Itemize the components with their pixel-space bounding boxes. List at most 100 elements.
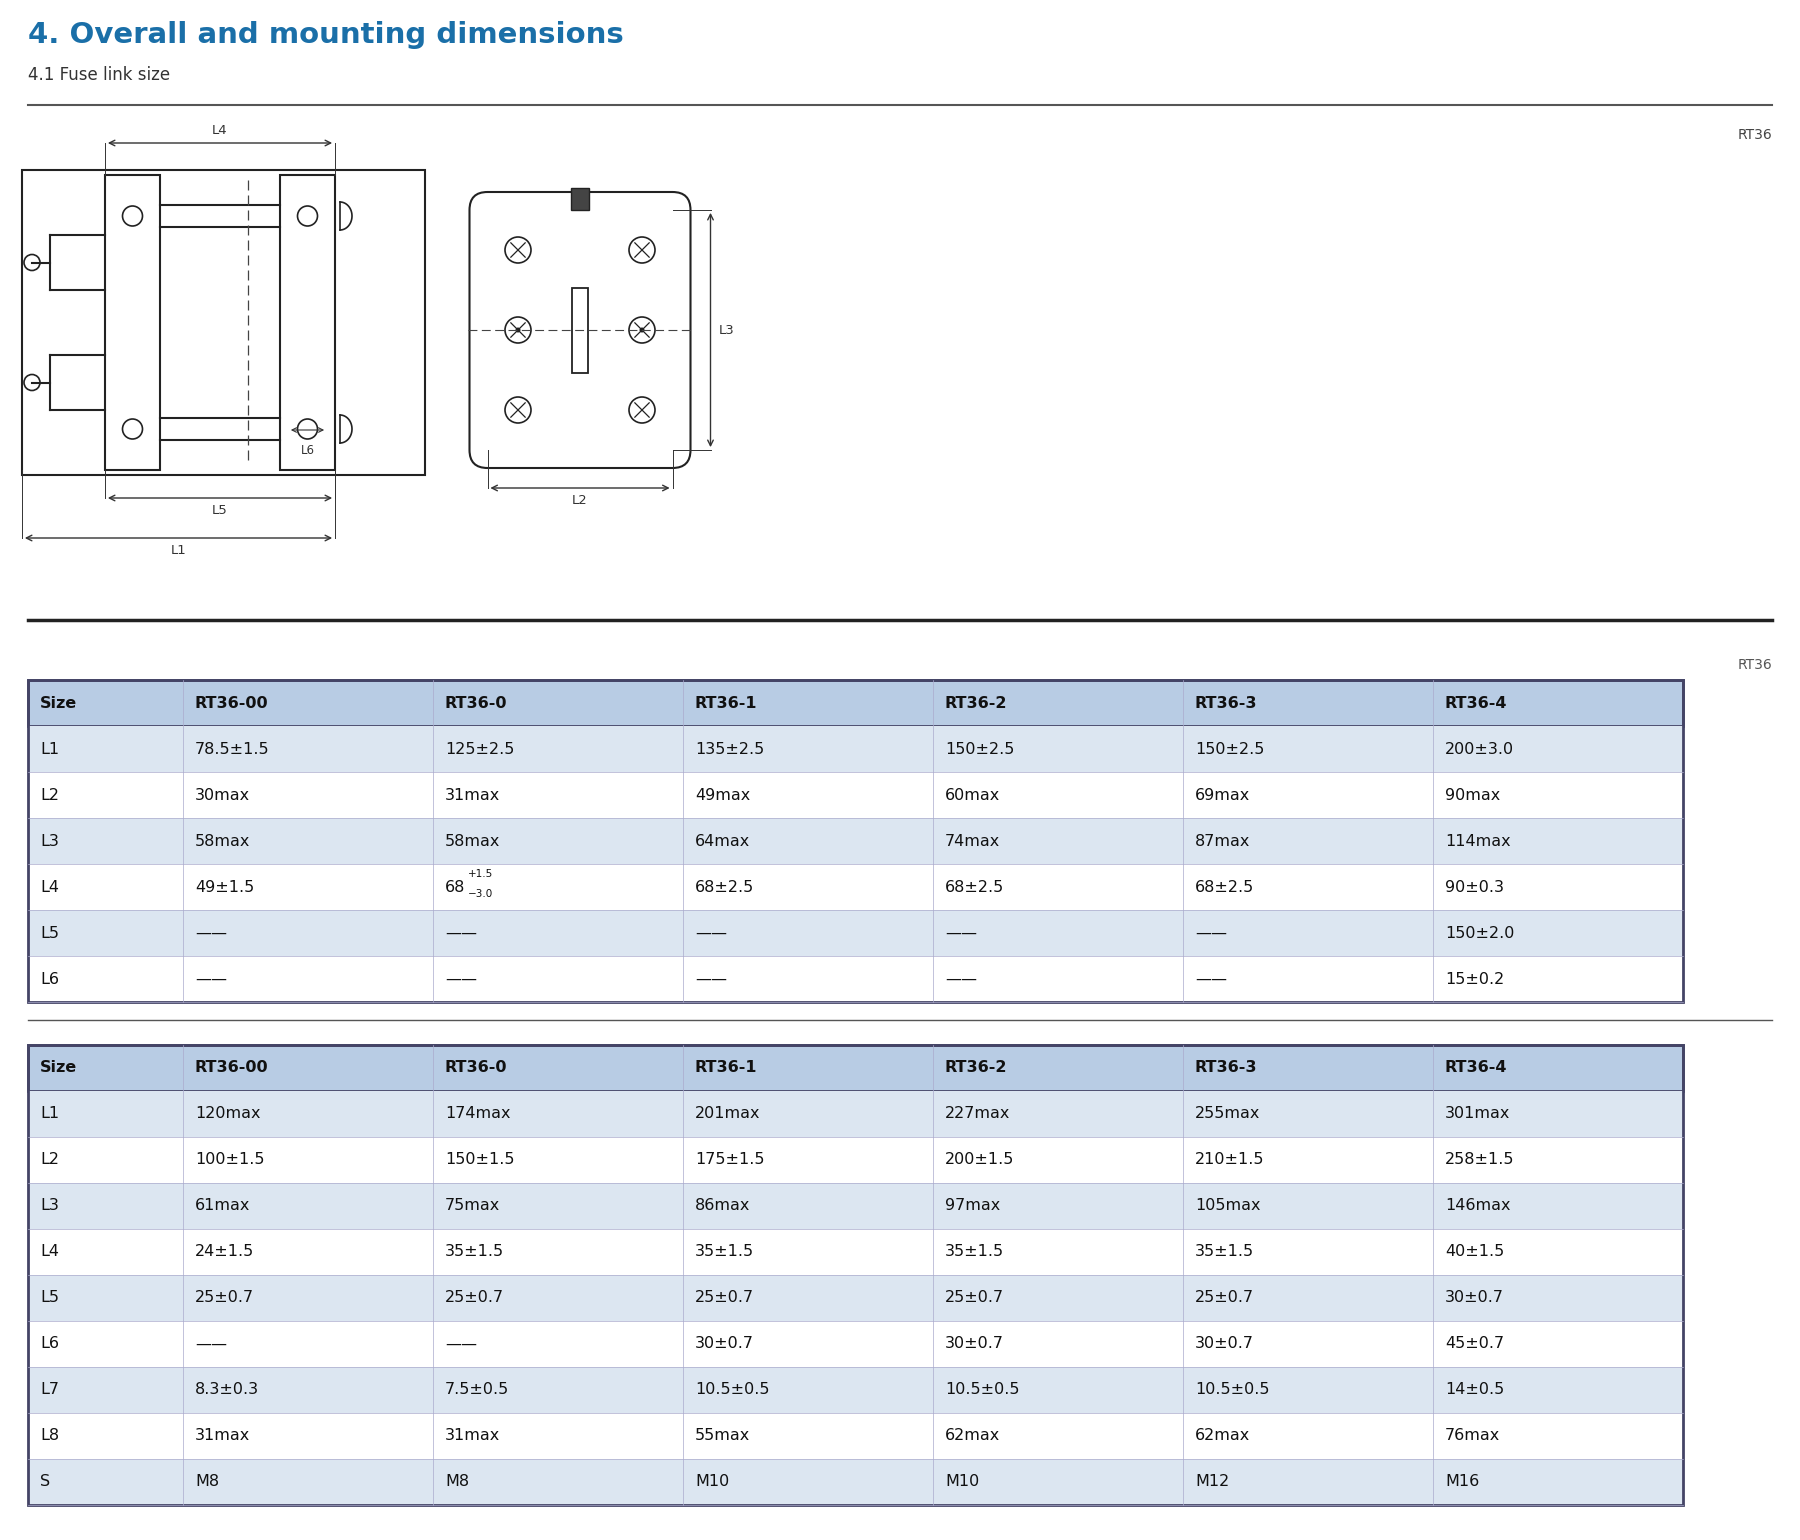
Text: ——: —— [1195,972,1228,987]
Text: L1: L1 [40,741,59,756]
Bar [1433,681,1683,725]
Text: 14±0.5: 14±0.5 [1445,1383,1505,1397]
Bar [29,1046,184,1090]
Text: ——: —— [695,926,727,941]
Text: 100±1.5: 100±1.5 [194,1152,265,1167]
Text: 210±1.5: 210±1.5 [1195,1152,1264,1167]
Bar [184,1368,434,1414]
Text: ——: —— [445,972,477,987]
Bar [682,1414,932,1458]
Bar [1433,1229,1683,1275]
Bar [184,1183,434,1229]
Text: RT36-3: RT36-3 [1195,696,1258,710]
Text: 200±1.5: 200±1.5 [945,1152,1015,1167]
Text: 105max: 105max [1195,1198,1260,1214]
Bar [22,169,425,474]
Text: Size: Size [40,696,77,710]
Text: L3: L3 [40,1198,59,1214]
Text: ——: —— [194,1337,227,1352]
Bar [932,1368,1183,1414]
Text: M8: M8 [194,1474,220,1489]
Text: 25±0.7: 25±0.7 [695,1291,754,1306]
Text: 78.5±1.5: 78.5±1.5 [194,741,270,756]
Bar [1183,772,1433,818]
Text: 68: 68 [445,881,466,895]
Text: ——: —— [445,926,477,941]
Bar [434,1414,682,1458]
Bar [434,681,682,725]
Bar [1433,1137,1683,1183]
Bar [1183,1183,1433,1229]
Bar [932,910,1183,956]
Text: L6: L6 [301,444,315,457]
Bar [932,725,1183,772]
Text: RT36: RT36 [1737,128,1771,142]
Text: RT36-0: RT36-0 [445,1061,508,1075]
Text: 90max: 90max [1445,787,1499,802]
Text: 74max: 74max [945,833,1001,849]
Bar [434,1275,682,1321]
Text: 25±0.7: 25±0.7 [945,1291,1004,1306]
Bar [434,1183,682,1229]
Bar [29,1183,184,1229]
Bar [1433,910,1683,956]
Text: Size: Size [40,1061,77,1075]
Text: ——: —— [695,972,727,987]
Text: RT36-2: RT36-2 [945,696,1008,710]
Bar [932,1183,1183,1229]
Bar [29,1275,184,1321]
Bar [1183,1368,1433,1414]
Text: 45±0.7: 45±0.7 [1445,1337,1505,1352]
Text: S: S [40,1474,50,1489]
Bar [29,956,184,1003]
Bar [1183,1414,1433,1458]
Bar [434,1368,682,1414]
Bar [682,956,932,1003]
Text: 10.5±0.5: 10.5±0.5 [1195,1383,1269,1397]
Text: 30±0.7: 30±0.7 [1445,1291,1505,1306]
Bar [184,1137,434,1183]
Bar [1183,1090,1433,1137]
Bar [434,1090,682,1137]
Text: RT36-3: RT36-3 [1195,1061,1258,1075]
Text: L5: L5 [212,504,229,517]
Text: 31max: 31max [194,1429,250,1443]
Text: L3: L3 [718,323,734,337]
Bar [932,1090,1183,1137]
Text: 49max: 49max [695,787,751,802]
Bar [932,864,1183,910]
Bar [184,1090,434,1137]
Bar [29,1046,1683,1505]
Text: 255max: 255max [1195,1107,1260,1121]
Bar [29,725,184,772]
Bar [281,176,335,470]
Bar [1183,1321,1433,1368]
Bar [434,956,682,1003]
Text: 87max: 87max [1195,833,1251,849]
Circle shape [515,328,520,333]
Text: 227max: 227max [945,1107,1010,1121]
Text: 58max: 58max [194,833,250,849]
Bar [1433,864,1683,910]
Bar [1433,1321,1683,1368]
Text: L1: L1 [40,1107,59,1121]
Text: 31max: 31max [445,1429,500,1443]
Text: 4. Overall and mounting dimensions: 4. Overall and mounting dimensions [29,22,625,49]
Bar [571,188,589,209]
Bar [932,1414,1183,1458]
Bar [932,818,1183,864]
Text: L2: L2 [40,1152,59,1167]
Bar [932,1137,1183,1183]
Text: 30±0.7: 30±0.7 [695,1337,754,1352]
Text: M12: M12 [1195,1474,1229,1489]
Text: +1.5: +1.5 [468,869,493,879]
Text: 60max: 60max [945,787,1001,802]
Bar [932,1458,1183,1505]
Text: RT36-4: RT36-4 [1445,696,1508,710]
Text: 15±0.2: 15±0.2 [1445,972,1505,987]
Text: RT36-4: RT36-4 [1445,1061,1508,1075]
Text: ——: —— [945,926,977,941]
Text: 150±1.5: 150±1.5 [445,1152,515,1167]
Text: 114max: 114max [1445,833,1510,849]
Bar [1433,1275,1683,1321]
